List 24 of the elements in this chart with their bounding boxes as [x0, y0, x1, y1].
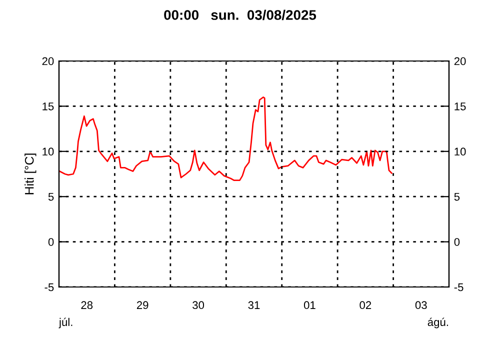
y-tick-label: 15	[42, 102, 54, 110]
text: júl.	[58, 318, 72, 328]
y2-tick-label: 10	[454, 148, 466, 156]
y-tick-label: 20	[42, 57, 54, 66]
line-series	[59, 96, 392, 182]
y-tick-label: -5	[44, 283, 54, 292]
x-tick-label: 30	[192, 301, 204, 310]
x-tick-label: 31	[248, 301, 260, 310]
y-tick-label: 10	[42, 148, 54, 156]
y2-tick-label: 20	[454, 57, 466, 66]
y-axis-title: Hiti [°C]	[24, 154, 36, 194]
x-tick-label: 02	[360, 301, 372, 310]
y2-tick-label: 5	[454, 192, 460, 201]
x-tick-label: 28	[81, 301, 93, 310]
y2-tick-label: 15	[454, 102, 466, 110]
y2-tick-label: 0	[454, 238, 460, 246]
text: ágú.	[428, 318, 448, 328]
chart-title: 00:00 sun. 03/08/2025	[164, 10, 316, 20]
x-tick-label: 03	[415, 301, 427, 310]
y-tick-label: 0	[48, 238, 54, 246]
x-tick-label: 01	[304, 301, 316, 310]
x-tick-label: 29	[136, 301, 148, 310]
y2-tick-label: -5	[454, 283, 464, 292]
y-tick-label: 5	[48, 192, 54, 201]
